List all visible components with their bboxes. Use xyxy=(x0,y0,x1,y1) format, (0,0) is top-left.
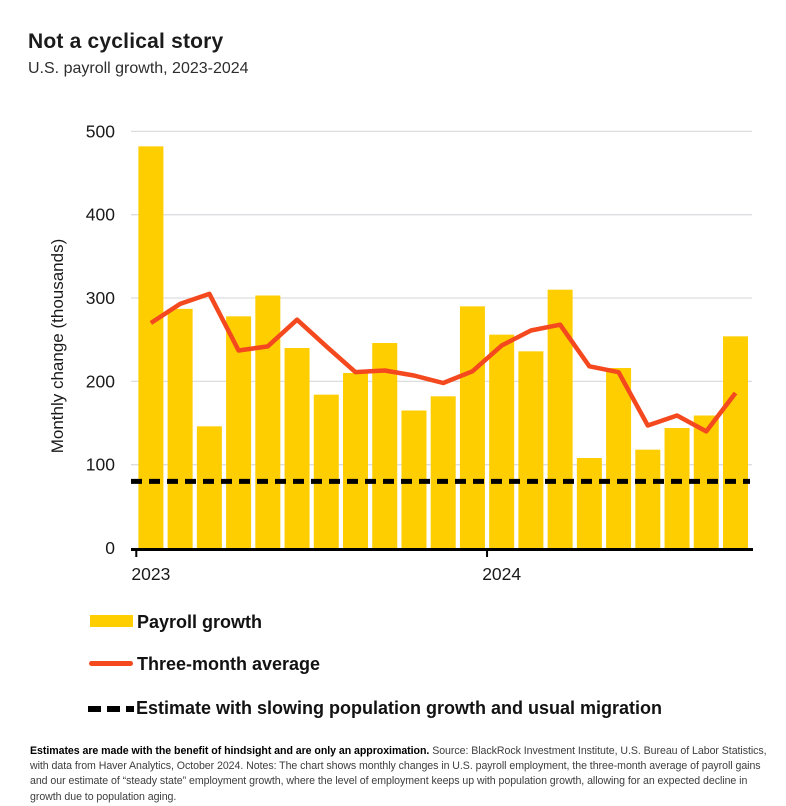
bar-sep-2024 xyxy=(723,336,748,548)
bar-sep-2023 xyxy=(372,343,398,548)
bar-jun-2024 xyxy=(635,449,661,548)
footnote-rest: Source: BlackRock Investment Institute, … xyxy=(30,744,767,803)
y-tick-label-400: 400 xyxy=(86,205,115,225)
y-tick-label-200: 200 xyxy=(86,371,115,391)
payroll-growth-swatch-icon xyxy=(90,615,133,627)
bar-dec-2023 xyxy=(459,306,485,548)
bar-jul-2024 xyxy=(664,428,690,548)
chart-subtitle: U.S. payroll growth, 2023-2024 xyxy=(28,60,249,77)
y-axis-title: Monthly change (thousands) xyxy=(48,239,67,454)
bar-jul-2023 xyxy=(313,394,339,548)
chart-title: Not a cyclical story xyxy=(28,30,224,53)
bar-feb-2023 xyxy=(167,308,193,548)
y-tick-label-500: 500 xyxy=(86,121,115,141)
bar-nov-2023 xyxy=(430,396,456,548)
bar-apr-2023 xyxy=(226,316,252,548)
legend-label-three-month-average: Three-month average xyxy=(137,654,321,674)
bar-jan-2024 xyxy=(489,334,515,548)
y-tick-label-300: 300 xyxy=(86,288,115,308)
x-tick-label-2023: 2023 xyxy=(131,564,170,584)
bar-jun-2023 xyxy=(284,348,310,548)
legend-label-payroll-growth: Payroll growth xyxy=(137,612,263,632)
bar-may-2024 xyxy=(606,368,632,548)
bar-aug-2023 xyxy=(343,373,369,548)
bar-feb-2024 xyxy=(518,351,544,548)
bar-apr-2024 xyxy=(576,458,602,548)
three-month-average-swatch-icon xyxy=(89,661,133,666)
y-tick-label-0: 0 xyxy=(105,538,115,558)
bar-may-2023 xyxy=(255,295,281,548)
source-footnote: Estimates are made with the benefit of h… xyxy=(30,744,778,806)
bar-mar-2023 xyxy=(196,426,222,548)
y-tick-label-100: 100 xyxy=(86,455,115,475)
bar-jan-2023 xyxy=(138,146,164,548)
x-tick-label-2024: 2024 xyxy=(482,564,521,584)
legend-label-estimate: Estimate with slowing population growth … xyxy=(136,698,663,718)
three-month-average-line xyxy=(149,291,738,434)
payroll-growth-chart: Monthly change (thousands) 0 100 200 300 400… xyxy=(48,121,753,584)
estimate-dashed-swatch-icon xyxy=(88,706,134,712)
footnote-lead: Estimates are made with the benefit of h… xyxy=(30,744,430,757)
